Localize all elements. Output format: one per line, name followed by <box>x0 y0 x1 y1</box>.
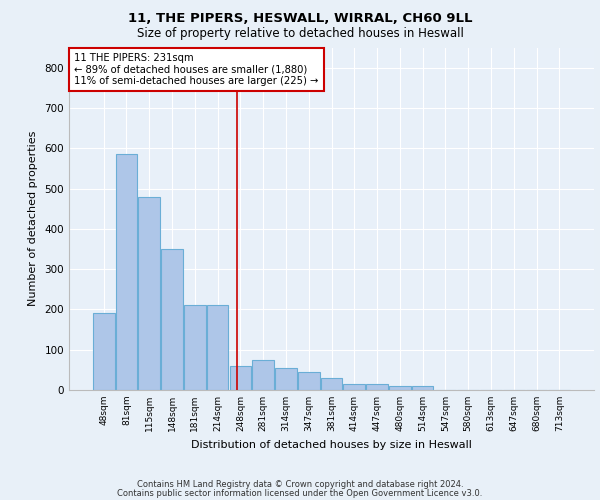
Bar <box>389 386 410 390</box>
Bar <box>253 360 274 390</box>
Bar <box>412 386 433 390</box>
Text: 11 THE PIPERS: 231sqm
← 89% of detached houses are smaller (1,880)
11% of semi-d: 11 THE PIPERS: 231sqm ← 89% of detached … <box>74 52 319 86</box>
X-axis label: Distribution of detached houses by size in Heswall: Distribution of detached houses by size … <box>191 440 472 450</box>
Bar <box>184 306 206 390</box>
Bar <box>343 384 365 390</box>
Bar <box>275 368 297 390</box>
Bar <box>320 378 343 390</box>
Bar <box>93 314 115 390</box>
Text: Contains public sector information licensed under the Open Government Licence v3: Contains public sector information licen… <box>118 489 482 498</box>
Bar <box>161 249 183 390</box>
Bar <box>298 372 320 390</box>
Text: Size of property relative to detached houses in Heswall: Size of property relative to detached ho… <box>137 28 463 40</box>
Bar <box>230 366 251 390</box>
Bar <box>207 306 229 390</box>
Y-axis label: Number of detached properties: Number of detached properties <box>28 131 38 306</box>
Bar <box>366 384 388 390</box>
Text: 11, THE PIPERS, HESWALL, WIRRAL, CH60 9LL: 11, THE PIPERS, HESWALL, WIRRAL, CH60 9L… <box>128 12 472 26</box>
Bar <box>139 196 160 390</box>
Bar <box>116 154 137 390</box>
Text: Contains HM Land Registry data © Crown copyright and database right 2024.: Contains HM Land Registry data © Crown c… <box>137 480 463 489</box>
